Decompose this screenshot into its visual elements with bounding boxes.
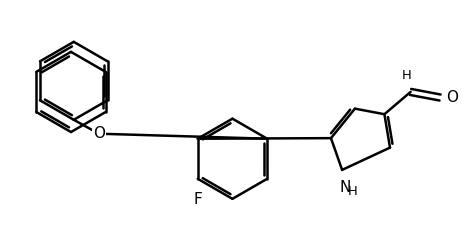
Text: N: N	[339, 180, 351, 195]
Text: O: O	[446, 90, 457, 105]
Text: H: H	[401, 69, 411, 82]
Text: H: H	[347, 186, 357, 198]
Text: O: O	[93, 126, 105, 141]
Text: F: F	[193, 192, 202, 207]
